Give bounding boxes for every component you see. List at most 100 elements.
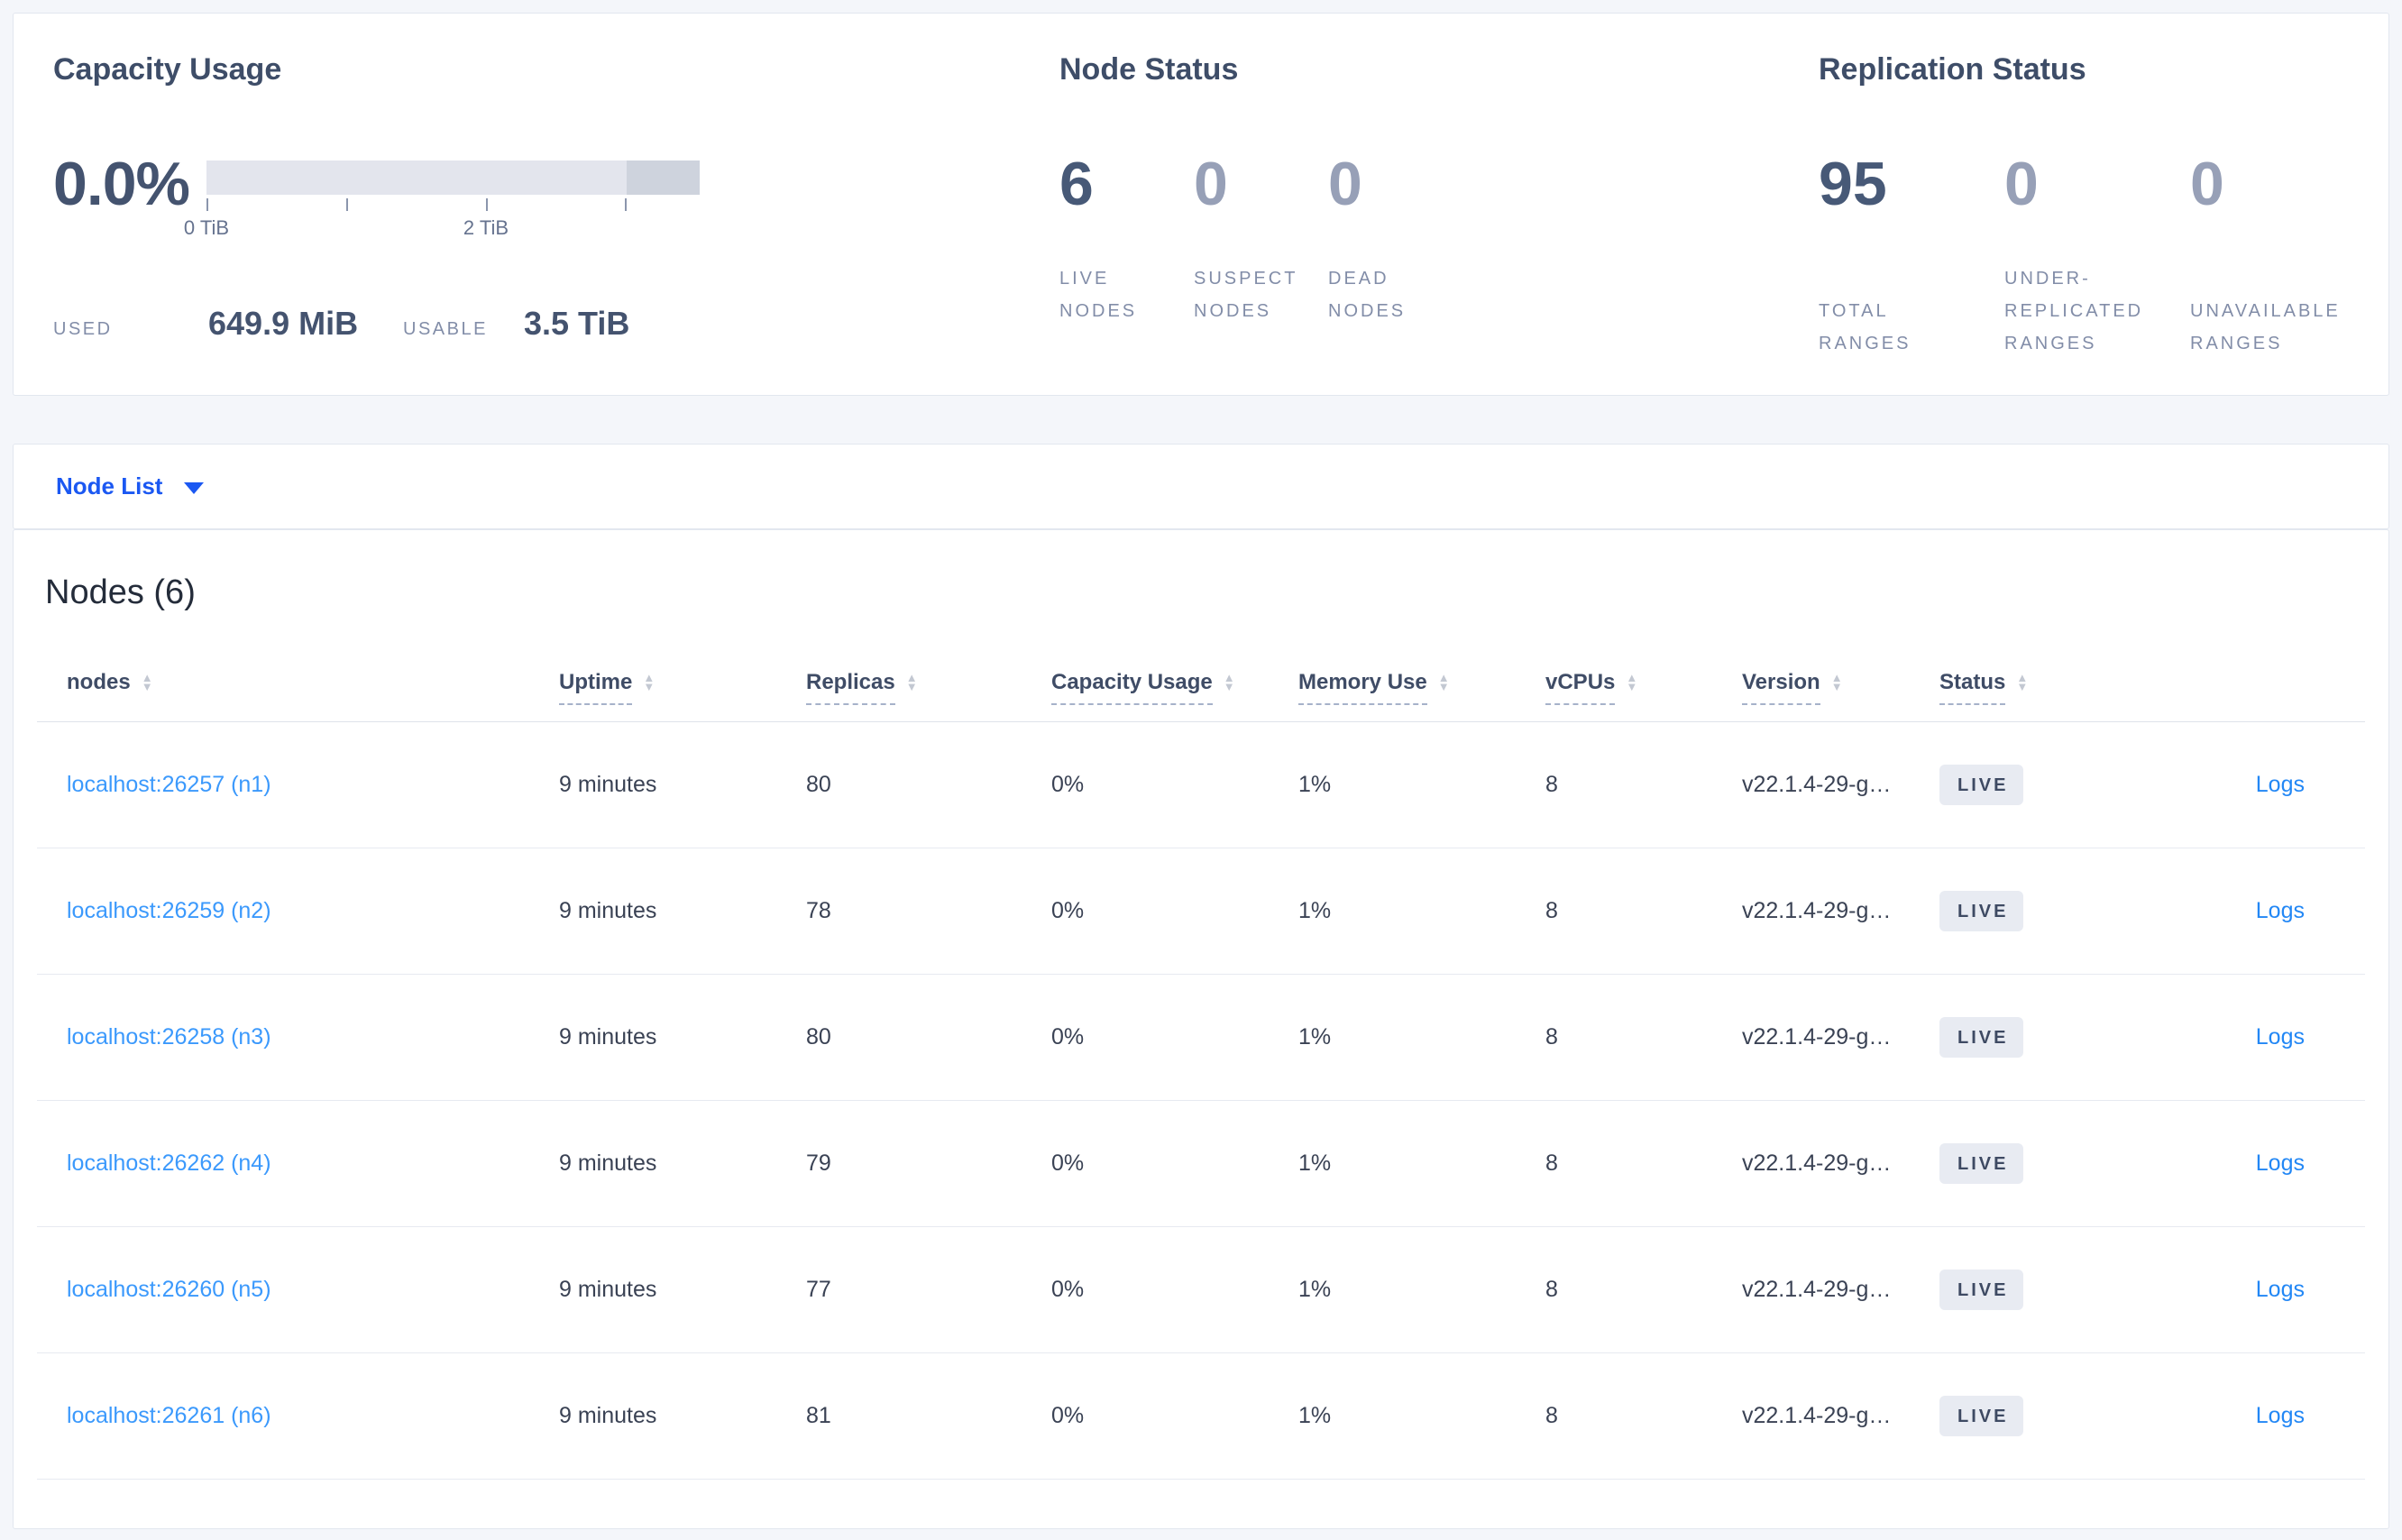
capacity-usage-section: Capacity Usage 0.0% 0 TiB 2 TiB USED 649.… (14, 14, 1020, 395)
cell-memory-use: 1% (1298, 1403, 1332, 1428)
capacity-usage-stats: USED 649.9 MiB USABLE 3.5 TiB (53, 305, 1020, 343)
capacity-axis: 0 TiB 2 TiB (184, 195, 700, 240)
sort-down-arrow: ▼ (2016, 680, 2029, 693)
capacity-meter: 0.0% 0 TiB 2 TiB (53, 143, 1020, 240)
cell-vcpus: 8 (1545, 1024, 1558, 1050)
cell-node: localhost:26259 (n2) (67, 898, 559, 924)
cell-memory-use: 1% (1298, 772, 1332, 797)
cell-logs: Logs (2165, 1024, 2305, 1050)
sort-up-arrow: ▲ (1437, 671, 1450, 684)
cell-uptime: 9 minutes (559, 1150, 657, 1176)
axis-tick (486, 198, 488, 211)
axis-tick (625, 198, 627, 211)
column-header-memory[interactable]: Memory Use ▲ ▼ (1298, 670, 1545, 705)
cell-vcpus: 8 (1545, 1150, 1558, 1176)
node-link[interactable]: localhost:26262 (n4) (67, 1150, 271, 1176)
cell-version: v22.1.4-29-g… (1742, 1403, 1892, 1428)
status-badge: LIVE (1939, 1017, 2024, 1058)
cell-logs: Logs (2165, 772, 2305, 798)
sort-up-arrow: ▲ (1830, 671, 1843, 684)
nodes-panel: Nodes (6) nodes ▲ ▼ Uptime ▲ ▼ Replicas ▲ ▼ Capac… (13, 529, 2389, 1529)
cell-node: localhost:26262 (n4) (67, 1150, 559, 1177)
cell-version: v22.1.4-29-g… (1742, 1277, 1892, 1302)
stat-label-line: TOTAL (1819, 301, 1889, 321)
status-badge: LIVE (1939, 1396, 2024, 1436)
cell-status: LIVE (1939, 891, 2165, 931)
column-header-nodes[interactable]: nodes ▲ ▼ (67, 670, 559, 695)
stat-label-under-replicated-ranges: UNDER- REPLICATED RANGES (2004, 262, 2190, 360)
status-badge: LIVE (1939, 765, 2024, 805)
column-header-status[interactable]: Status ▲ ▼ (1939, 670, 2165, 705)
cell-version: v22.1.4-29-g… (1742, 772, 1892, 797)
column-header-label: vCPUs (1545, 670, 1616, 705)
logs-link[interactable]: Logs (2255, 1150, 2305, 1176)
sort-down-arrow: ▼ (1223, 680, 1235, 693)
cell-capacity-usage: 0% (1051, 1024, 1085, 1050)
cell-memory-use: 1% (1298, 898, 1332, 923)
capacity-bar-chart: 0 TiB 2 TiB (184, 160, 700, 240)
stat-label-line: UNDER- (2004, 269, 2091, 289)
cell-capacity-usage: 0% (1051, 898, 1085, 923)
chevron-down-icon (184, 482, 205, 494)
cell-logs: Logs (2165, 1150, 2305, 1177)
node-link[interactable]: localhost:26259 (n2) (67, 898, 271, 923)
capacity-bar-track (206, 160, 700, 195)
used-value: 649.9 MiB (208, 305, 359, 342)
logs-link[interactable]: Logs (2255, 1277, 2305, 1302)
cell-capacity-usage: 0% (1051, 1150, 1085, 1176)
stat-label-line: REPLICATED (2004, 301, 2144, 321)
cell-node: localhost:26257 (n1) (67, 772, 559, 798)
logs-link[interactable]: Logs (2255, 898, 2305, 923)
cell-memory-use: 1% (1298, 1024, 1332, 1050)
stat-value-total-ranges: 95 (1819, 150, 1887, 218)
node-status-title: Node Status (1059, 52, 1239, 87)
column-header-label: Version (1742, 670, 1820, 705)
table-row: localhost:26259 (n2) 9 minutes 78 0% 1% 8 v22.… (37, 848, 2365, 975)
column-header-vcpus[interactable]: vCPUs ▲ ▼ (1545, 670, 1742, 705)
node-list-dropdown[interactable]: Node List (56, 472, 205, 500)
column-header-replicas[interactable]: Replicas ▲ ▼ (806, 670, 1051, 705)
capacity-bar-reserved-segment (627, 160, 700, 195)
stat-label-line: NODES (1194, 301, 1272, 321)
column-header-label: nodes (67, 670, 131, 694)
sort-icon: ▲ ▼ (905, 671, 918, 692)
cell-version: v22.1.4-29-g… (1742, 898, 1892, 923)
nodes-table-header: nodes ▲ ▼ Uptime ▲ ▼ Replicas ▲ ▼ Capacity Usage ▲… (37, 617, 2365, 722)
sort-icon: ▲ ▼ (1437, 671, 1450, 692)
nodes-table-body: localhost:26257 (n1) 9 minutes 80 0% 1% 8 v22.… (37, 722, 2365, 1480)
stat-label-suspect-nodes: SUSPECT NODES (1194, 262, 1328, 327)
usable-label: USABLE (403, 319, 488, 339)
view-selector-bar: Node List (13, 444, 2389, 529)
node-link[interactable]: localhost:26258 (n3) (67, 1024, 271, 1050)
sort-down-arrow: ▼ (141, 680, 153, 693)
logs-link[interactable]: Logs (2255, 1024, 2305, 1050)
column-header-capacity[interactable]: Capacity Usage ▲ ▼ (1051, 670, 1298, 705)
sort-up-arrow: ▲ (1223, 671, 1235, 684)
stat-label-total-ranges: TOTAL RANGES (1819, 295, 2004, 360)
node-link[interactable]: localhost:26260 (n5) (67, 1277, 271, 1302)
logs-link[interactable]: Logs (2255, 772, 2305, 797)
capacity-percent-value: 0.0% (53, 150, 190, 218)
sort-up-arrow: ▲ (1626, 671, 1638, 684)
stat-label-live-nodes: LIVE NODES (1059, 262, 1194, 327)
column-header-uptime[interactable]: Uptime ▲ ▼ (559, 670, 806, 705)
stat-label-line: RANGES (2004, 334, 2097, 353)
column-header-version[interactable]: Version ▲ ▼ (1742, 670, 1939, 705)
cell-replicas: 81 (806, 1403, 831, 1428)
usable-value: 3.5 TiB (524, 305, 630, 342)
sort-up-arrow: ▲ (905, 671, 918, 684)
node-link[interactable]: localhost:26257 (n1) (67, 772, 271, 797)
cluster-summary-panel: Capacity Usage 0.0% 0 TiB 2 TiB USED 649.… (13, 13, 2389, 396)
cell-replicas: 79 (806, 1150, 831, 1176)
cell-node: localhost:26261 (n6) (67, 1403, 559, 1429)
sort-icon: ▲ ▼ (1223, 671, 1235, 693)
cell-version: v22.1.4-29-g… (1742, 1150, 1892, 1176)
stat-value-unavailable-ranges: 0 (2190, 150, 2224, 218)
stat-label-line: RANGES (1819, 334, 1912, 353)
logs-link[interactable]: Logs (2255, 1403, 2305, 1428)
stat-label-line: LIVE (1059, 269, 1110, 289)
cell-logs: Logs (2165, 1403, 2305, 1429)
stat-label-dead-nodes: DEAD NODES (1328, 262, 1462, 327)
table-row: localhost:26258 (n3) 9 minutes 80 0% 1% 8 v22.… (37, 975, 2365, 1101)
node-link[interactable]: localhost:26261 (n6) (67, 1403, 271, 1428)
